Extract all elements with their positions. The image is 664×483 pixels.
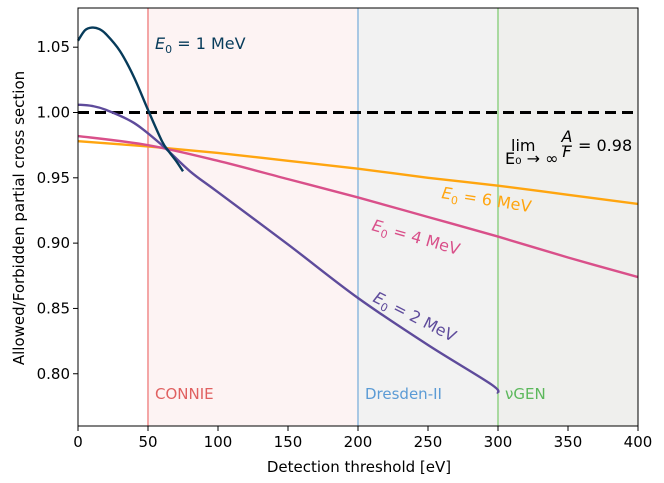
limit-annotation: lim E₀ → ∞ A F = 0.98	[505, 127, 632, 168]
y-tick-label: 0.90	[37, 234, 70, 252]
y-tick-label: 0.95	[37, 169, 70, 187]
limit-fraction-den: F	[562, 142, 572, 161]
region-label-dresden: Dresden-II	[365, 385, 442, 403]
limit-lim: lim	[511, 136, 535, 155]
y-axis-label: Allowed/Forbidden partial cross section	[10, 71, 28, 365]
limit-value: = 0.98	[578, 136, 632, 155]
curve-e0-1mev	[76, 26, 184, 172]
x-tick-label: 350	[554, 433, 583, 451]
x-axis-label: Detection threshold [eV]	[267, 458, 451, 476]
region-label-nugen: νGEN	[505, 385, 546, 403]
x-tick-label: 150	[274, 433, 303, 451]
region-label-connie: CONNIE	[155, 385, 214, 403]
curve-e0-4mev	[77, 134, 639, 279]
curve-e0-2mev	[77, 103, 500, 395]
limit-subscript: E₀ → ∞	[505, 149, 558, 168]
limit-fraction-num: A	[561, 127, 573, 146]
x-tick-label: 200	[344, 433, 373, 451]
x-tick-label: 400	[624, 433, 653, 451]
x-axis-ticks: 0 50 100 150 200 250 300 350 400	[73, 426, 652, 451]
region-nugen-shade	[498, 8, 638, 426]
y-tick-label: 0.85	[37, 299, 70, 317]
curve-label-e0-1mev: E0 = 1 MeV	[155, 34, 246, 56]
y-tick-label: 0.80	[37, 365, 70, 383]
y-tick-label: 1.05	[37, 38, 70, 56]
x-tick-label: 50	[138, 433, 157, 451]
x-tick-label: 100	[204, 433, 233, 451]
x-tick-label: 300	[484, 433, 513, 451]
x-tick-label: 0	[73, 433, 83, 451]
x-tick-label: 250	[414, 433, 443, 451]
y-tick-label: 1.00	[37, 104, 70, 122]
y-axis-ticks: 0.80 0.85 0.90 0.95 1.00 1.05	[37, 38, 78, 383]
